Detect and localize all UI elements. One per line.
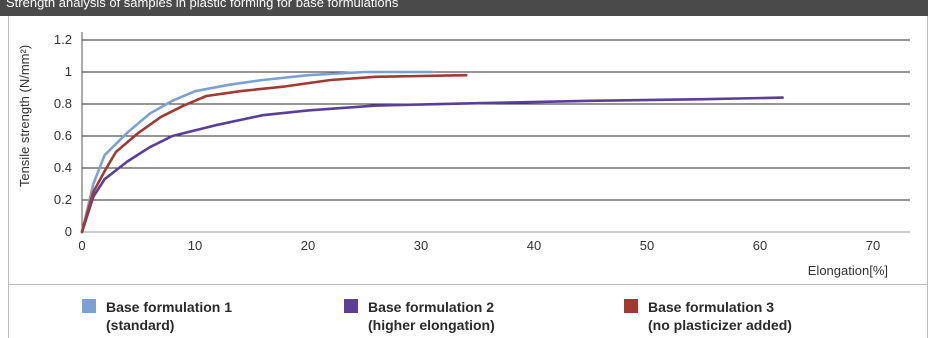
y-tick-label-3: 0.6 bbox=[54, 128, 72, 143]
y-axis-title: Tensile strength (N/mm²) bbox=[17, 45, 32, 187]
y-tick-label-2: 0.4 bbox=[54, 160, 72, 175]
axes bbox=[81, 32, 910, 233]
legend-label-3: Base formulation 3 (no plasticizer added… bbox=[648, 298, 792, 334]
legend-left-border bbox=[8, 284, 9, 338]
legend-item-2: Base formulation 2 (higher elongation) bbox=[344, 298, 495, 334]
x-tick-label-6: 60 bbox=[753, 238, 767, 253]
series-line-3 bbox=[80, 73, 468, 234]
legend-label-1: Base formulation 1 (standard) bbox=[106, 298, 232, 334]
series-line-2 bbox=[80, 96, 784, 234]
x-tick-label-3: 30 bbox=[414, 238, 428, 253]
legend-label-3-line2: (no plasticizer added) bbox=[648, 317, 792, 333]
legend-label-3-line1: Base formulation 3 bbox=[648, 299, 775, 315]
x-tick-label-5: 50 bbox=[640, 238, 654, 253]
legend-label-2: Base formulation 2 (higher elongation) bbox=[368, 298, 495, 334]
x-tick-label-2: 20 bbox=[301, 238, 315, 253]
chart-title-bar: Strength analysis of samples in plastic … bbox=[0, 0, 928, 16]
tick-labels: 0 0.2 0.4 0.6 0.8 1 1.2 0 10 20 30 40 50 60 70 bbox=[54, 32, 880, 253]
y-tick-label-1: 0.2 bbox=[54, 192, 72, 207]
x-tick-label-4: 40 bbox=[527, 238, 541, 253]
legend-swatch-2 bbox=[344, 299, 358, 313]
x-tick-label-0: 0 bbox=[78, 238, 85, 253]
series-lines bbox=[80, 70, 784, 234]
x-axis-title: Elongation[%] bbox=[808, 263, 888, 278]
grid-lines bbox=[82, 39, 910, 201]
legend-label-2-line2: (higher elongation) bbox=[368, 317, 495, 333]
x-tick-label-1: 10 bbox=[188, 238, 202, 253]
legend-item-3: Base formulation 3 (no plasticizer added… bbox=[624, 298, 792, 334]
x-tick-label-7: 70 bbox=[866, 238, 880, 253]
y-tick-label-4: 0.8 bbox=[54, 96, 72, 111]
y-tick-label-0: 0 bbox=[65, 224, 72, 239]
legend-swatch-1 bbox=[82, 299, 96, 313]
chart-title: Strength analysis of samples in plastic … bbox=[6, 0, 399, 10]
y-tick-label-6: 1.2 bbox=[54, 32, 72, 47]
legend-label-1-line2: (standard) bbox=[106, 317, 175, 333]
legend-label-2-line1: Base formulation 2 bbox=[368, 299, 495, 315]
series-line-1 bbox=[80, 70, 434, 234]
legend-divider bbox=[8, 284, 928, 285]
legend-swatch-3 bbox=[624, 299, 638, 313]
y-tick-label-5: 1 bbox=[65, 64, 72, 79]
legend-label-1-line1: Base formulation 1 bbox=[106, 299, 233, 315]
legend-item-1: Base formulation 1 (standard) bbox=[82, 298, 232, 334]
